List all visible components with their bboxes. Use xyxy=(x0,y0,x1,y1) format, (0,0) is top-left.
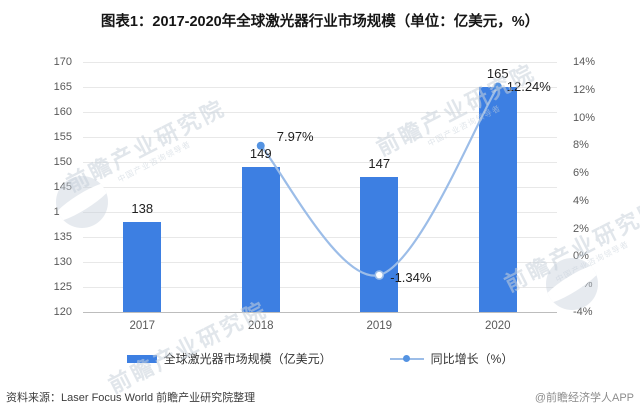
left-axis-tick: 120 xyxy=(53,306,72,318)
bar-2018 xyxy=(241,167,280,312)
legend-label: 全球激光器市场规模（亿美元） xyxy=(163,352,332,366)
left-axis-tick: 155 xyxy=(53,131,72,143)
bar-value-label: 165 xyxy=(486,66,509,81)
right-axis-tick: 0% xyxy=(573,250,589,263)
bar-value-label: 149 xyxy=(249,146,272,161)
x-axis-tick: 2020 xyxy=(484,320,511,332)
growth-value-label: 12.24% xyxy=(506,79,551,95)
bar-series-swatch xyxy=(126,354,157,363)
x-axis-tick: 2018 xyxy=(247,320,274,332)
right-axis-tick: 14% xyxy=(573,56,596,68)
legend-item-market-size: 全球激光器市场规模（亿美元） xyxy=(126,350,332,367)
gridline xyxy=(83,312,557,313)
watermark-text: 前瞻产业研究院 xyxy=(62,94,230,197)
bar-2020 xyxy=(478,87,517,312)
watermark: 前瞻产业研究院 中国产业咨询领导者 xyxy=(498,191,640,307)
bar-value-label: 138 xyxy=(131,201,154,216)
left-axis-tick: 150 xyxy=(53,156,72,168)
watermark-text: 前瞻产业研究院 xyxy=(500,194,640,297)
legend: 全球激光器市场规模（亿美元） 同比增长（%） xyxy=(0,350,640,367)
bar-2019 xyxy=(360,177,399,312)
data-source-text: 资料来源：Laser Focus World 前瞻产业研究院整理 xyxy=(6,392,256,404)
line-series-swatch xyxy=(389,355,424,362)
right-axis-tick: -2% xyxy=(573,278,593,291)
right-axis-tick: -4% xyxy=(573,306,593,318)
left-axis-tick: 165 xyxy=(53,81,72,93)
right-axis-tick: 8% xyxy=(573,139,589,152)
right-axis-tick: 2% xyxy=(573,222,589,235)
credit-text: @前瞻经济学人APP xyxy=(534,392,634,404)
chart-title: 图表1：2017-2020年全球激光器行业市场规模（单位：亿美元，%） xyxy=(100,14,540,30)
watermark-subtext: 中国产业咨询领导者 xyxy=(426,103,503,149)
gridline xyxy=(83,287,557,288)
right-axis-tick: 4% xyxy=(573,194,589,207)
watermark: 前瞻产业研究院 中国产业咨询领导者 xyxy=(60,91,235,207)
right-axis-tick: 6% xyxy=(573,167,589,180)
left-axis-tick: 135 xyxy=(53,231,72,243)
right-axis-tick: 12% xyxy=(573,83,596,96)
left-axis-tick: 170 xyxy=(53,56,72,68)
legend-item-growth: 同比增长（%） xyxy=(389,350,514,367)
x-axis-tick: 2017 xyxy=(129,320,156,332)
right-axis-tick: 10% xyxy=(573,111,596,124)
left-axis-tick: 130 xyxy=(53,256,72,268)
growth-value-label: -1.34% xyxy=(390,270,432,286)
growth-value-label: 7.97% xyxy=(276,128,314,144)
bar-value-label: 147 xyxy=(368,156,391,171)
gridline xyxy=(83,62,557,63)
left-axis-tick: 145 xyxy=(53,181,72,193)
left-axis-tick: 160 xyxy=(53,106,72,118)
x-axis-tick: 2019 xyxy=(366,320,393,332)
bar-2017 xyxy=(123,222,162,312)
line-series-swatch-dot xyxy=(402,355,410,362)
left-axis-tick: 125 xyxy=(53,281,72,293)
left-axis-tick: 140 xyxy=(53,206,72,218)
legend-label: 同比增长（%） xyxy=(430,352,514,366)
